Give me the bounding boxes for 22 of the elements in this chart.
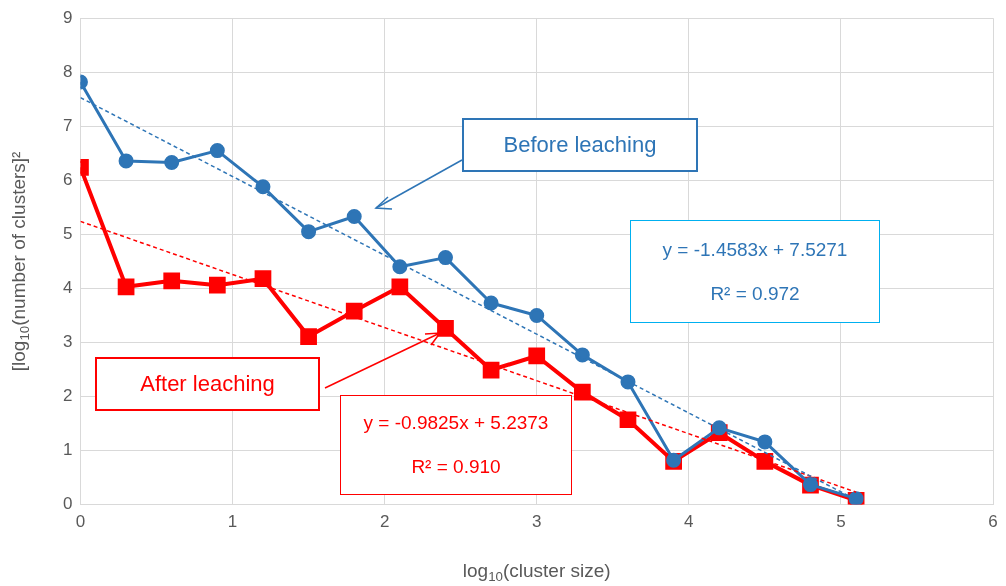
- callout-box: y = -0.9825x + 5.2373 R² = 0.910: [340, 395, 572, 495]
- y-tick-label: 8: [62, 61, 73, 81]
- y-tick-label: 7: [62, 115, 73, 135]
- x-tick-label: 5: [836, 512, 846, 532]
- y-tick-label: 2: [62, 386, 73, 406]
- y-tick-label: 0: [62, 494, 73, 514]
- callout-box: y = -1.4583x + 7.5271 R² = 0.972: [630, 220, 880, 323]
- y-tick-label: 5: [62, 224, 73, 244]
- x-tick-label: 1: [227, 512, 238, 532]
- x-tick-label: 0: [75, 512, 86, 532]
- x-tick-label: 4: [684, 512, 694, 532]
- y-tick-label: 4: [62, 278, 73, 298]
- x-tick-label: 6: [988, 512, 998, 532]
- y-tick-label: 1: [62, 440, 73, 460]
- x-tick-label: 2: [379, 512, 390, 532]
- y-tick-label: 6: [62, 170, 73, 190]
- callout-box: Before leaching: [462, 118, 698, 172]
- y-tick-label: 3: [62, 332, 73, 352]
- callout-box: After leaching: [95, 357, 320, 411]
- y-tick-label: 9: [62, 7, 73, 27]
- y-axis-title: [log10(number of clusters]²: [8, 151, 33, 372]
- x-tick-label: 3: [531, 512, 542, 532]
